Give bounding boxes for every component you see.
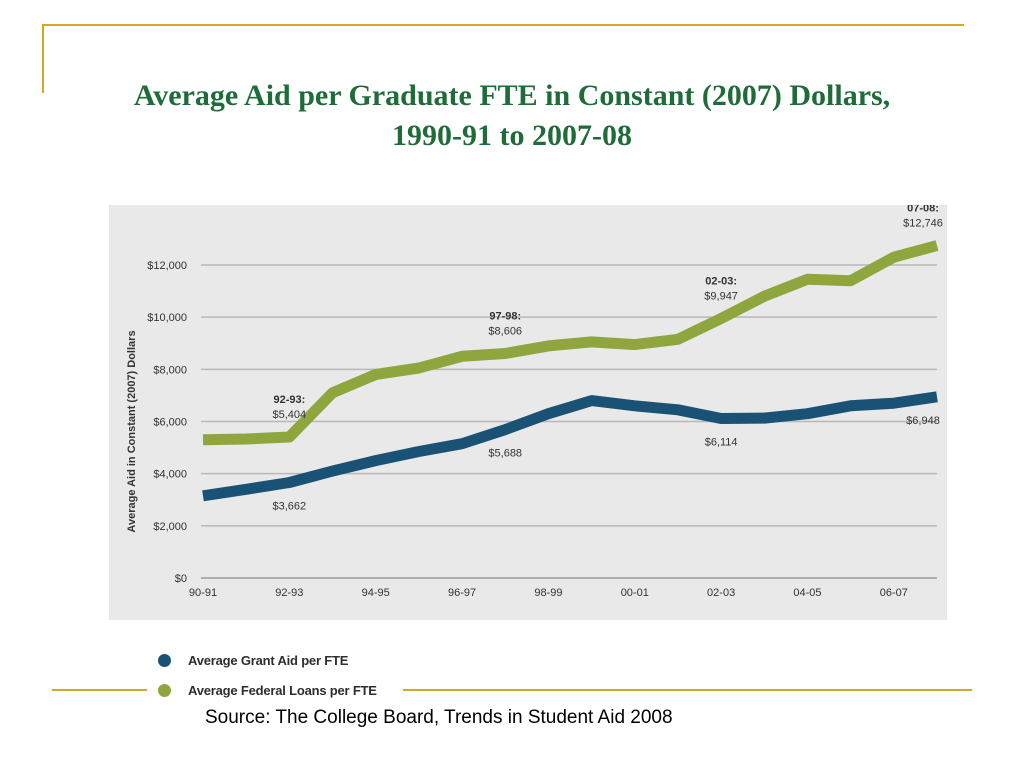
legend-label-loans: Average Federal Loans per FTE	[188, 682, 377, 698]
left-rule	[42, 24, 44, 93]
annotation-value: $12,746	[903, 218, 943, 230]
title-line-2: 1990-91 to 2007-08	[392, 119, 632, 152]
annotation-period: 92-93:	[273, 394, 305, 406]
bottom-rule-right	[403, 689, 972, 691]
legend-swatch-loans	[158, 683, 171, 697]
y-tick-label: $10,000	[147, 312, 187, 324]
source-note: Source: The College Board, Trends in Stu…	[205, 707, 673, 728]
legend-item-loans: Average Federal Loans per FTE	[158, 675, 377, 705]
legend-item-grant: Average Grant Aid per FTE	[158, 645, 377, 675]
annotation-value: $8,606	[488, 326, 522, 338]
x-tick-label: 98-99	[534, 587, 562, 599]
annotation-value: $5,688	[488, 448, 522, 460]
line-chart: $0 $2,000 $4,000 $6,000 $8,000 $10,000 $12,000…	[126, 205, 943, 599]
y-tick-label: $0	[175, 573, 187, 585]
annotation-period: 07-08:	[907, 205, 939, 215]
legend-label-grant: Average Grant Aid per FTE	[188, 652, 349, 668]
annotation-value: $6,114	[705, 437, 738, 449]
y-axis-title: Average Aid in Constant (2007) Dollars	[126, 330, 138, 532]
page-title: Average Aid per Graduate FTE in Constant…	[40, 76, 984, 156]
bottom-rule-left	[52, 689, 147, 691]
series-line-grant	[202, 391, 938, 502]
y-tick-label: $4,000	[153, 469, 187, 481]
x-tick-label: 94-95	[362, 587, 390, 599]
annotation-value: $5,404	[273, 409, 307, 421]
x-tick-label: 96-97	[448, 587, 476, 599]
x-tick-label: 02-03	[707, 587, 735, 599]
annotation-value: $9,947	[704, 291, 738, 303]
y-tick-label: $8,000	[153, 364, 187, 376]
y-tick-label: $2,000	[153, 521, 187, 533]
x-tick-label: 04-05	[793, 587, 821, 599]
x-tick-label: 06-07	[880, 587, 908, 599]
y-tick-label: $6,000	[153, 417, 187, 429]
series-line-loans	[202, 240, 939, 446]
chart-panel: $0 $2,000 $4,000 $6,000 $8,000 $10,000 $12,000…	[109, 205, 947, 620]
x-tick-label: 90-91	[189, 587, 217, 599]
x-tick-label: 92-93	[275, 587, 303, 599]
title-line-1: Average Aid per Graduate FTE in Constant…	[133, 79, 891, 112]
annotation-value: $6,948	[906, 415, 940, 427]
annotation-period: 97-98:	[489, 311, 521, 323]
x-tick-label: 00-01	[621, 587, 649, 599]
legend-swatch-grant	[158, 653, 171, 667]
y-tick-label: $12,000	[147, 260, 187, 272]
annotation-value: $3,662	[273, 500, 307, 512]
chart-legend: Average Grant Aid per FTE Average Federa…	[158, 645, 377, 705]
top-rule	[42, 24, 964, 26]
annotation-period: 02-03:	[705, 276, 737, 288]
